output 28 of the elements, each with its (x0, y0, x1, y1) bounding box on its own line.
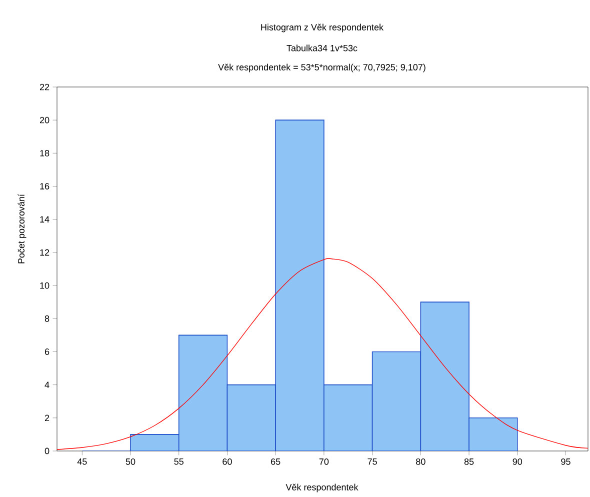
x-axis-title: Věk respondentek (286, 484, 358, 492)
y-tick-label: 18 (40, 150, 50, 156)
y-tick-label: 0 (44, 448, 50, 454)
x-tick-label: 75 (368, 458, 377, 465)
y-tick-label: 10 (40, 282, 50, 289)
chart-title: Histogram z Věk respondentek (261, 24, 384, 32)
x-tick-label: 95 (561, 458, 570, 465)
x-tick-label: 45 (77, 458, 87, 465)
x-tick-label: 55 (174, 458, 184, 465)
y-tick-label: 22 (40, 84, 50, 90)
y-tick-label: 16 (40, 183, 50, 190)
y-tick-label: 14 (40, 216, 50, 222)
y-tick-label: 2 (44, 414, 50, 422)
x-tick-label: 65 (271, 458, 280, 465)
text: Věk respondentek = 53*5*normal(x; 70,7925; 9,107) (218, 64, 426, 72)
y-tick-label: 6 (44, 348, 50, 355)
chart-subtitle: Tabulka34 1v*53c (286, 44, 358, 52)
x-tick-label: 90 (512, 458, 522, 465)
x-tick-label: 70 (319, 458, 329, 465)
y-tick-label: 4 (44, 382, 50, 388)
y-tick-label: 20 (40, 116, 50, 124)
y-tick-label: 8 (44, 315, 50, 322)
y-axis-title: Počet pozorování (18, 194, 26, 264)
x-tick-label: 85 (464, 458, 474, 465)
x-tick-label: 60 (222, 458, 232, 465)
y-tick-label: 12 (40, 249, 50, 256)
x-tick-label: 80 (416, 458, 426, 465)
x-tick-label: 50 (126, 458, 136, 465)
